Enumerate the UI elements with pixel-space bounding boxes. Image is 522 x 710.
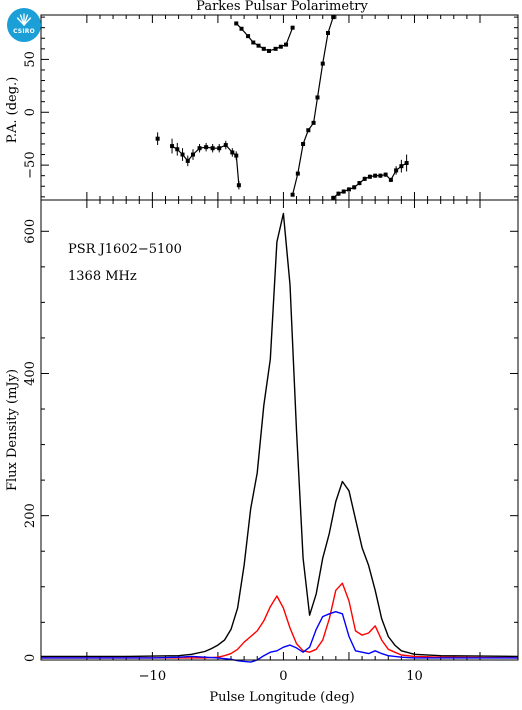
pa-panel: −50 0 50 P.A. (deg.) (5, 14, 519, 201)
pa-data-point (234, 153, 239, 158)
pa-data-point (155, 136, 160, 141)
pa-data-point (399, 164, 404, 169)
y-tick-label: 400 (23, 361, 38, 386)
csiro-logo: CSIRO (7, 8, 41, 42)
pa-data-point (210, 146, 215, 151)
pa-data-point (251, 40, 256, 45)
pa-data-point (204, 145, 209, 150)
chart-title: Parkes Pulsar Polarimetry (196, 0, 368, 14)
pa-data-point (373, 173, 378, 178)
pa-data-point (273, 46, 278, 51)
pa-data-point (284, 42, 289, 47)
pa-data-point (336, 191, 341, 196)
pa-data-point (295, 171, 300, 176)
frequency-annotation: 1368 MHz (68, 269, 137, 284)
pa-data-point (234, 21, 239, 26)
pa-ticks: −50 0 50 (23, 15, 518, 200)
pa-data-point (236, 183, 241, 188)
pa-data-point (267, 48, 272, 53)
pa-data-point (239, 26, 244, 31)
pa-connector-line (292, 16, 334, 195)
pa-plot-frame (40, 14, 519, 201)
y-tick-label: 0 (23, 654, 38, 662)
x-tick-label: 10 (406, 669, 423, 684)
pa-data-point (301, 141, 306, 146)
y-tick-label: 0 (23, 108, 38, 116)
pa-y-axis-label: P.A. (deg.) (5, 77, 20, 144)
pulsar-name-annotation: PSR J1602−5100 (68, 242, 182, 257)
flux-y-axis-label: Flux Density (mJy) (5, 369, 20, 491)
pa-data-point (346, 187, 351, 192)
pa-data-point (223, 143, 228, 148)
pa-data-point (170, 144, 175, 149)
y-tick-label: 50 (23, 51, 38, 68)
pa-data-point (290, 192, 295, 197)
pa-data-point (357, 181, 362, 186)
y-tick-label: 200 (23, 503, 38, 528)
pa-data-point (278, 44, 283, 49)
pa-data-point (320, 61, 325, 66)
pa-data-point (180, 152, 185, 157)
pa-data-point (197, 146, 202, 151)
flux-x-axis-label: Pulse Longitude (deg) (209, 690, 354, 705)
pa-data-point (331, 15, 336, 20)
pa-data-point (383, 172, 388, 177)
pa-data-point (261, 46, 266, 51)
pa-data-point (191, 152, 196, 157)
pa-data-point (388, 177, 393, 182)
pa-data-point (175, 147, 180, 152)
pa-data-point (256, 43, 261, 48)
logo-text: CSIRO (13, 28, 35, 35)
pa-points (155, 15, 409, 200)
flux-plot-frame (40, 199, 519, 661)
pa-data-point (378, 173, 383, 178)
flux-lines (41, 212, 519, 663)
pa-data-point (331, 195, 336, 200)
x-tick-label: 0 (279, 669, 287, 684)
logo-rays-icon (16, 13, 32, 26)
flux-series-line (41, 611, 518, 663)
pa-data-point (290, 25, 295, 30)
x-tick-label: −10 (139, 669, 166, 684)
pa-data-point (394, 168, 399, 173)
pa-data-point (246, 34, 251, 39)
pa-data-point (185, 158, 190, 163)
pa-data-point (315, 95, 320, 100)
pa-data-point (230, 150, 235, 155)
flux-series-line (41, 212, 519, 658)
y-tick-label: 600 (23, 219, 38, 244)
pa-data-point (367, 174, 372, 179)
y-tick-label: −50 (23, 151, 38, 178)
pa-data-point (311, 120, 316, 125)
pa-data-point (217, 146, 222, 151)
pa-data-point (341, 189, 346, 194)
flux-series-line (41, 582, 519, 659)
pa-data-point (362, 176, 367, 181)
pa-connector-line (235, 23, 294, 52)
pa-data-point (404, 161, 409, 165)
pa-data-point (352, 185, 357, 190)
pa-data-point (325, 30, 330, 35)
pa-data-point (306, 128, 311, 133)
